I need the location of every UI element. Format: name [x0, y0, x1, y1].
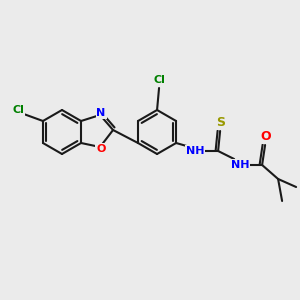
- Text: S: S: [217, 116, 226, 128]
- Text: O: O: [96, 144, 106, 154]
- Text: Cl: Cl: [12, 105, 24, 115]
- Text: NH: NH: [186, 146, 204, 156]
- Text: O: O: [261, 130, 272, 142]
- Text: N: N: [96, 108, 106, 118]
- Text: Cl: Cl: [153, 75, 165, 85]
- Text: NH: NH: [231, 160, 249, 170]
